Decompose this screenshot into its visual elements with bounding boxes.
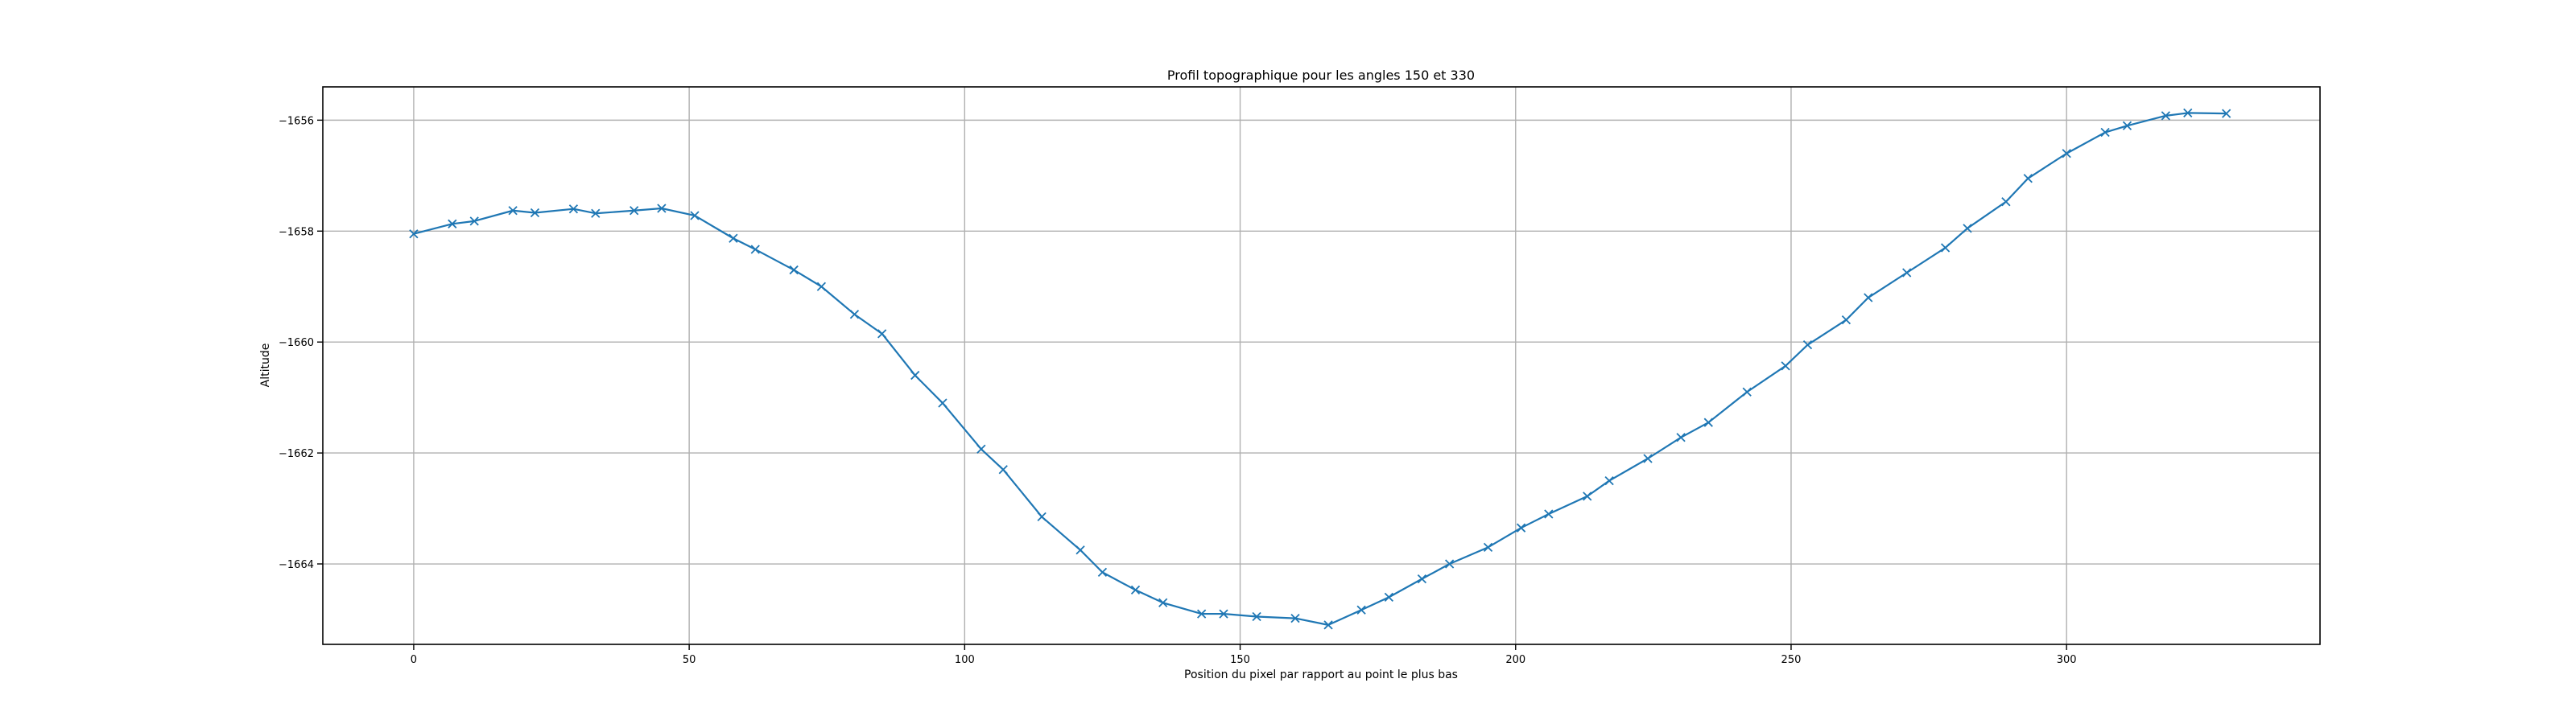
- x-tick-label: 250: [1781, 654, 1802, 666]
- chart-title: Profil topographique pour les angles 150…: [1167, 68, 1475, 83]
- data-point-marker: [1075, 545, 1085, 555]
- data-point-marker: [976, 444, 986, 454]
- data-point-marker: [630, 206, 639, 216]
- data-point-marker: [2023, 174, 2033, 183]
- y-tick-label: −1664: [279, 559, 314, 571]
- data-point-marker: [1483, 542, 1493, 552]
- data-point-marker: [1516, 523, 1526, 533]
- data-point-marker: [1037, 512, 1046, 522]
- data-point-marker: [690, 211, 700, 220]
- data-point-marker: [750, 245, 760, 254]
- data-point-marker: [409, 229, 419, 239]
- data-point-marker: [568, 204, 579, 214]
- data-point-marker: [508, 206, 518, 216]
- x-tick-label: 50: [683, 654, 696, 666]
- data-point-marker: [2222, 109, 2231, 118]
- data-point-marker: [2122, 121, 2132, 130]
- data-point-marker: [469, 216, 479, 226]
- plot-area-frame: [322, 86, 2321, 645]
- data-point-marker: [1841, 315, 1852, 325]
- data-point-marker: [1864, 293, 1873, 302]
- data-point-marker: [1219, 609, 1228, 619]
- data-series: [409, 108, 2231, 630]
- data-point-marker: [910, 370, 920, 381]
- data-point-marker: [816, 282, 827, 291]
- data-point-marker: [1940, 243, 1951, 253]
- data-point-marker: [849, 310, 860, 319]
- data-point-marker: [591, 208, 601, 218]
- data-point-marker: [998, 465, 1008, 475]
- data-point-marker: [1290, 613, 1300, 623]
- data-point-marker: [1444, 559, 1455, 569]
- x-tick-label: 200: [1505, 654, 1525, 666]
- y-tick-label: −1656: [279, 115, 314, 127]
- data-point-marker: [1130, 585, 1141, 595]
- axis-ticks: 0 50 100 150 200 250 300 −1656 −1658 −1660 −1662 −1…: [279, 115, 2077, 666]
- data-point-marker: [938, 398, 947, 408]
- data-point-marker: [2062, 149, 2071, 158]
- x-tick-label: 300: [2057, 654, 2077, 666]
- data-point-marker: [1417, 574, 1427, 584]
- y-axis-label: Altitude: [259, 343, 272, 388]
- data-point-marker: [2001, 197, 2011, 207]
- data-point-marker: [1802, 340, 1813, 350]
- x-tick-label: 150: [1230, 654, 1250, 666]
- data-point-marker: [1643, 454, 1653, 463]
- data-point-marker: [1384, 592, 1393, 603]
- data-point-marker: [1197, 609, 1207, 619]
- data-point-marker: [1963, 224, 1972, 233]
- data-point-marker: [1583, 492, 1592, 501]
- data-point-marker: [1902, 268, 1912, 278]
- data-point-marker: [1097, 567, 1108, 577]
- data-point-marker: [1356, 605, 1366, 615]
- data-point-marker: [877, 329, 887, 339]
- data-point-marker: [729, 233, 738, 243]
- data-point-marker: [1252, 611, 1261, 622]
- data-point-marker: [448, 219, 457, 228]
- y-tick-label: −1662: [279, 448, 314, 460]
- data-point-marker: [1676, 433, 1686, 442]
- data-point-marker: [789, 265, 799, 275]
- x-tick-label: 0: [411, 654, 417, 666]
- data-point-marker: [1604, 475, 1614, 486]
- data-point-marker: [2183, 108, 2193, 118]
- data-point-marker: [530, 208, 540, 218]
- data-point-marker: [1544, 509, 1554, 519]
- y-tick-label: −1658: [279, 226, 314, 238]
- data-point-marker: [1703, 418, 1713, 427]
- data-point-marker: [1323, 620, 1333, 630]
- data-point-marker: [1158, 598, 1168, 607]
- grid: [323, 87, 2320, 644]
- data-point-marker: [657, 204, 667, 213]
- data-point-marker: [1781, 361, 1790, 371]
- data-point-marker: [2161, 111, 2170, 121]
- data-point-marker: [2100, 127, 2110, 138]
- series-line: [413, 112, 2227, 626]
- x-axis-label: Position du pixel par rapport au point l…: [1184, 668, 1458, 681]
- x-tick-label: 100: [955, 654, 975, 666]
- y-tick-label: −1660: [279, 337, 314, 349]
- data-point-marker: [1742, 387, 1752, 397]
